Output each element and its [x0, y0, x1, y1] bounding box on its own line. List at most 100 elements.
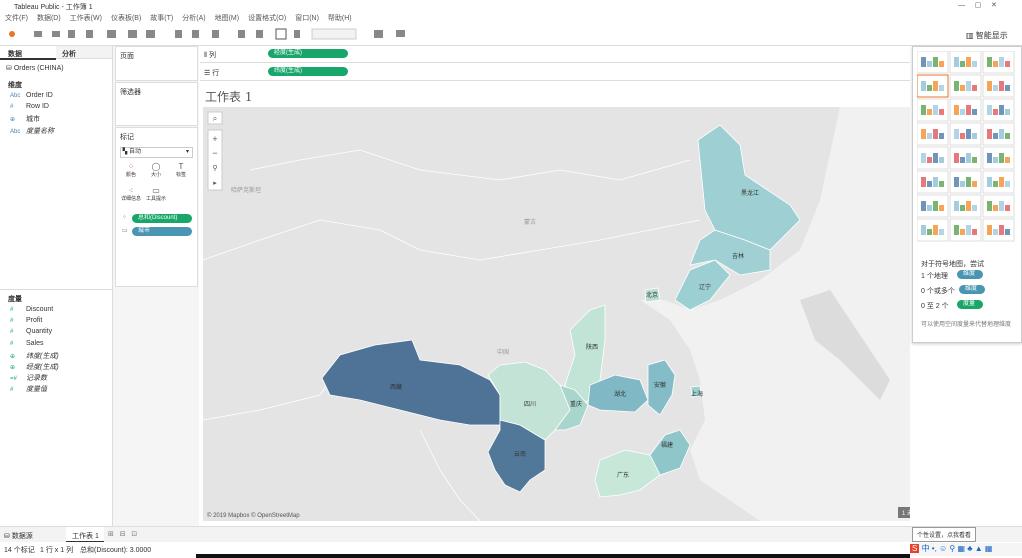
- mark-button[interactable]: ⁘ 颜色: [120, 162, 142, 182]
- filters-card[interactable]: 筛选器: [115, 82, 198, 126]
- map: 西藏 云南 四川 陕西 重庆 湖北 安徽 上海 福建 广东 北京 辽宁 吉林 黑…: [203, 107, 910, 521]
- chart-thumbnail[interactable]: [949, 194, 982, 218]
- menu-item[interactable]: 数据(D): [36, 15, 61, 22]
- datasource-tab[interactable]: ⛁ 数据源: [4, 533, 33, 540]
- chart-thumbnail[interactable]: [982, 218, 1015, 242]
- rows-pill[interactable]: 纬度(生成): [268, 67, 348, 76]
- mark-button[interactable]: ▭ 工具提示: [145, 186, 167, 206]
- menu-item[interactable]: 工作表(W): [69, 15, 102, 22]
- filters-label: 筛选器: [120, 89, 141, 96]
- chart-thumbnail[interactable]: [917, 194, 949, 218]
- field[interactable]: ⊕ 经度(生成): [10, 362, 59, 372]
- thumbnail-glyph: [1005, 181, 1010, 187]
- province[interactable]: [697, 124, 801, 251]
- thumbnail-glyph: [927, 109, 932, 115]
- mark-button[interactable]: T 标签: [170, 162, 192, 182]
- thumbnail-glyph: [939, 109, 944, 115]
- menu-item[interactable]: 设置格式(O): [248, 15, 287, 22]
- menu-item[interactable]: 地图(M): [214, 15, 240, 22]
- chart-thumbnail[interactable]: [982, 146, 1015, 170]
- mark-button[interactable]: ◯ 大小: [145, 162, 167, 182]
- field-name: Order ID: [26, 92, 53, 99]
- province[interactable]: [674, 259, 731, 311]
- province[interactable]: [647, 359, 676, 416]
- menu-item[interactable]: 窗口(N): [295, 15, 319, 22]
- field[interactable]: Abc 度量名称: [10, 126, 54, 136]
- columns-pill[interactable]: 经度(生成): [268, 49, 348, 58]
- chart-thumbnail[interactable]: [949, 146, 982, 170]
- sheet-tab-label: 工作表 1: [72, 533, 99, 540]
- toolbar-buttons[interactable]: [9, 28, 405, 40]
- color-pill[interactable]: 总和(Discount): [132, 214, 192, 223]
- data-tab[interactable]: 数据: [0, 46, 56, 60]
- menu-item[interactable]: 文件(F): [5, 15, 28, 22]
- window-controls[interactable]: — ▢ ✕: [958, 2, 997, 9]
- thumbnail-glyph: [972, 109, 977, 115]
- chart-thumbnail[interactable]: [982, 122, 1015, 146]
- sheet-tab[interactable]: 工作表 1: [66, 527, 104, 543]
- thumbnail-glyph: [939, 61, 944, 67]
- province[interactable]: [554, 384, 589, 431]
- chart-thumbnail[interactable]: [982, 74, 1015, 98]
- chart-thumbnail[interactable]: [949, 218, 982, 242]
- menu-item[interactable]: 仪表板(B): [110, 15, 142, 22]
- chart-thumbnail[interactable]: [982, 194, 1015, 218]
- mark-button[interactable]: ⁖ 详细信息: [120, 186, 142, 206]
- thumbnail-frame: [949, 218, 982, 242]
- show-me-button[interactable]: ▥ 智能显示: [966, 31, 1008, 40]
- chart-thumbnail[interactable]: [917, 98, 949, 122]
- chart-thumbnail[interactable]: [917, 146, 949, 170]
- field[interactable]: # Row ID: [10, 103, 49, 110]
- detail-pill[interactable]: 城市: [132, 227, 192, 236]
- chart-thumbnail[interactable]: [982, 170, 1015, 194]
- chart-thumbnail[interactable]: [982, 98, 1015, 122]
- chart-thumbnail[interactable]: [949, 74, 982, 98]
- province[interactable]: [487, 419, 546, 493]
- province[interactable]: [644, 287, 661, 303]
- chart-thumbnail[interactable]: [949, 122, 982, 146]
- province[interactable]: [690, 385, 702, 398]
- dimensions-header: 维度: [8, 82, 22, 89]
- chart-thumbnail[interactable]: [917, 122, 949, 146]
- ime-toolbar[interactable]: S 中 •, ☺ ⚲ ▦ ♣ ▲ ▦: [910, 543, 1022, 556]
- menu-item[interactable]: 帮助(H): [327, 15, 352, 22]
- region-label: 重庆: [570, 400, 582, 408]
- new-sheet-buttons[interactable]: ⊞ ⊟ ⊡: [108, 531, 138, 538]
- menu-item[interactable]: 分析(A): [182, 15, 206, 22]
- analysis-tab[interactable]: 分析: [56, 46, 112, 59]
- field[interactable]: # Sales: [10, 340, 44, 347]
- pages-card[interactable]: 页面: [115, 46, 198, 81]
- thumbnail-glyph: [972, 133, 977, 139]
- province[interactable]: [594, 449, 661, 498]
- thumbnail-glyph: [954, 57, 959, 67]
- field[interactable]: # Profit: [10, 317, 42, 324]
- chart-thumbnail[interactable]: [949, 170, 982, 194]
- province[interactable]: [587, 374, 649, 413]
- unknown-badge[interactable]: [898, 507, 910, 518]
- thumbnail-frame: [982, 122, 1015, 146]
- province-labels: 西藏 云南 四川 陕西 重庆 湖北 安徽 上海 福建 广东 北京 辽宁 吉林 黑…: [231, 186, 759, 479]
- ui-element: ⚲: [212, 165, 217, 172]
- chart-thumbnail[interactable]: [917, 74, 949, 98]
- field[interactable]: ⊕ 纬度(生成): [10, 351, 59, 361]
- menu-item[interactable]: 故事(T): [150, 15, 174, 22]
- field[interactable]: # Discount: [10, 306, 53, 313]
- chart-thumbnail[interactable]: [982, 51, 1015, 74]
- chart-thumbnail[interactable]: [917, 51, 949, 74]
- field[interactable]: # Quantity: [10, 328, 52, 335]
- field[interactable]: ⊕ 城市: [10, 114, 40, 124]
- field[interactable]: # 度量值: [10, 384, 47, 394]
- mark-button-label: 详细信息: [120, 196, 141, 202]
- field[interactable]: =# 记录数: [10, 373, 47, 383]
- field[interactable]: Abc Order ID: [10, 92, 53, 99]
- ime-tooltip: 个性设置，点我看看: [912, 527, 977, 542]
- data-source[interactable]: ⛁ Orders (CHINA): [6, 65, 64, 72]
- map-controls[interactable]: ⌕ + − ⚲ ▸: [207, 111, 223, 191]
- chart-thumbnail[interactable]: [949, 98, 982, 122]
- chart-thumbnail[interactable]: [949, 51, 982, 74]
- thumbnail-glyph: [1005, 109, 1010, 115]
- chart-thumbnail[interactable]: [917, 170, 949, 194]
- mark-type-dropdown[interactable]: ▚ 自动 ▾: [120, 147, 193, 158]
- base-label: 哈萨克斯坦: [231, 186, 261, 194]
- chart-thumbnail[interactable]: [917, 218, 949, 242]
